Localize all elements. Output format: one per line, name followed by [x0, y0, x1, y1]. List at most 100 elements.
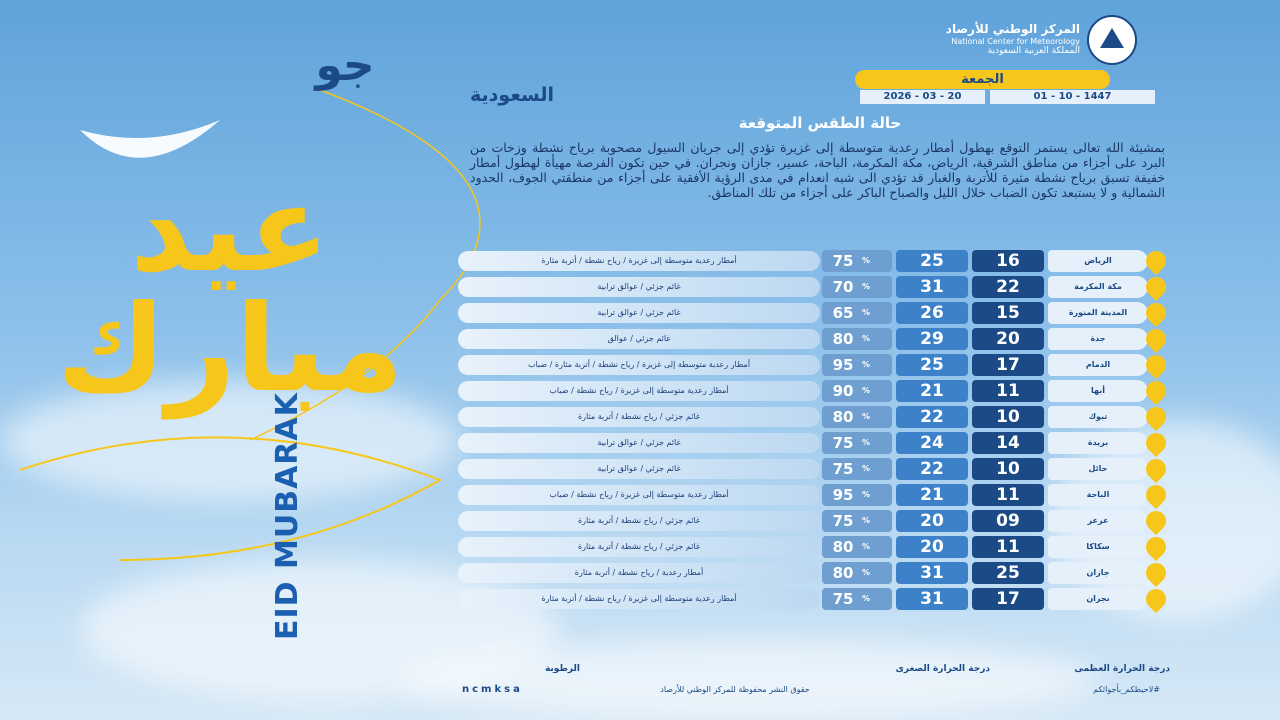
humidity-value: 75: [832, 460, 854, 478]
table-row: أمطار رعدية متوسطة إلى غزيرة / رياح نشطة…: [458, 480, 1171, 510]
location-pin: [1141, 324, 1171, 354]
max-temp: 25: [896, 354, 968, 376]
humidity-unit: %: [862, 594, 871, 603]
brand-sub: السعودية: [470, 84, 555, 106]
greeting-en: EID MUBARAK: [270, 392, 305, 640]
forecast-text: بمشيئة الله تعالى يستمر التوقع بهطول أمط…: [470, 140, 1165, 200]
humidity-unit: %: [862, 568, 871, 577]
min-temp: 10: [972, 458, 1044, 480]
max-temp: 29: [896, 328, 968, 350]
gregorian-date: 2026 - 03 - 20: [860, 90, 985, 104]
hijri-date: 01 - 10 - 1447: [990, 90, 1155, 104]
table-row: غائم جزئي / رياح نشطة / أتربة مثارة 80% 20…: [458, 532, 1171, 562]
city-name: سكاكا: [1048, 536, 1148, 558]
city-name: مكة المكرمة: [1048, 276, 1148, 298]
brand: جو: [315, 40, 375, 91]
humidity-cell: 80%: [822, 536, 892, 558]
humidity-cell: 75%: [822, 432, 892, 454]
humidity-unit: %: [862, 542, 871, 551]
min-temp: 11: [972, 380, 1044, 402]
city-name: بريدة: [1048, 432, 1148, 454]
humidity-value: 75: [832, 590, 854, 608]
max-temp: 21: [896, 484, 968, 506]
location-pin: [1141, 532, 1171, 562]
city-name: جازان: [1048, 562, 1148, 584]
weather-description: غائم جزئي / عوالق: [458, 329, 820, 349]
table-row: غائم جزئي / عوالق 80% 29 20 جدة: [458, 324, 1171, 354]
location-pin: [1141, 480, 1171, 510]
table-row: غائم جزئي / رياح نشطة / أتربة مثارة 80% 22…: [458, 402, 1171, 432]
min-temp: 11: [972, 484, 1044, 506]
humidity-cell: 80%: [822, 562, 892, 584]
country: المملكة العربية السعودية: [987, 46, 1080, 56]
org-en: National Center for Meteorology: [951, 37, 1080, 46]
city-name: نجران: [1048, 588, 1148, 610]
weather-description: أمطار رعدية / رياح نشطة / أتربة مثارة: [458, 563, 820, 583]
humidity-value: 90: [832, 382, 854, 400]
max-temp: 20: [896, 536, 968, 558]
legend-humidity: الرطوبة: [544, 664, 580, 674]
max-temp: 25: [896, 250, 968, 272]
table-row: أمطار رعدية / رياح نشطة / أتربة مثارة 80%…: [458, 558, 1171, 588]
humidity-value: 75: [832, 434, 854, 452]
weather-description: غائم جزئي / رياح نشطة / أتربة مثارة: [458, 511, 820, 531]
humidity-unit: %: [862, 308, 871, 317]
city-name: أبها: [1048, 380, 1148, 402]
legend-min: درجة الحرارة الصغرى: [895, 664, 990, 674]
legend-max: درجة الحرارة العظمى: [1074, 664, 1170, 674]
weather-description: أمطار رعدية متوسطة إلى غزيرة / رياح نشطة…: [458, 355, 820, 375]
humidity-unit: %: [862, 438, 871, 447]
min-temp: 16: [972, 250, 1044, 272]
footer-rights: حقوق النشر محفوظة للمركز الوطني للأرصاد: [660, 685, 810, 694]
city-name: جدة: [1048, 328, 1148, 350]
city-name: تبوك: [1048, 406, 1148, 428]
min-temp: 14: [972, 432, 1044, 454]
city-name: الباحة: [1048, 484, 1148, 506]
weather-description: غائم جزئي / عوالق ترابية: [458, 433, 820, 453]
max-temp: 31: [896, 276, 968, 298]
location-pin: [1141, 402, 1171, 432]
weather-description: غائم جزئي / عوالق ترابية: [458, 459, 820, 479]
min-temp: 11: [972, 536, 1044, 558]
location-pin: [1141, 376, 1171, 406]
table-row: أمطار رعدية متوسطة إلى غزيرة / رياح نشطة…: [458, 376, 1171, 406]
table-row: غائم جزئي / رياح نشطة / أتربة مثارة 75% 20…: [458, 506, 1171, 536]
city-name: الرياض: [1048, 250, 1148, 272]
min-temp: 10: [972, 406, 1044, 428]
humidity-cell: 75%: [822, 510, 892, 532]
location-pin: [1141, 298, 1171, 328]
humidity-value: 75: [832, 252, 854, 270]
table-row: غائم جزئي / عوالق ترابية 75% 24 14 بريدة: [458, 428, 1171, 458]
weather-description: أمطار رعدية متوسطة إلى غزيرة / رياح نشطة…: [458, 251, 820, 271]
weather-description: أمطار رعدية متوسطة إلى غزيرة / رياح نشطة…: [458, 589, 820, 609]
max-temp: 26: [896, 302, 968, 324]
max-temp: 21: [896, 380, 968, 402]
city-name: الدمام: [1048, 354, 1148, 376]
humidity-cell: 75%: [822, 588, 892, 610]
humidity-unit: %: [862, 464, 871, 473]
min-temp: 17: [972, 588, 1044, 610]
humidity-cell: 80%: [822, 328, 892, 350]
table-row: أمطار رعدية متوسطة إلى غزيرة / رياح نشطة…: [458, 350, 1171, 380]
table-row: غائم جزئي / عوالق ترابية 75% 22 10 حائل: [458, 454, 1171, 484]
location-pin: [1141, 454, 1171, 484]
min-temp: 22: [972, 276, 1044, 298]
humidity-unit: %: [862, 412, 871, 421]
min-temp: 15: [972, 302, 1044, 324]
max-temp: 24: [896, 432, 968, 454]
humidity-cell: 65%: [822, 302, 892, 324]
humidity-value: 95: [832, 356, 854, 374]
max-temp: 22: [896, 458, 968, 480]
humidity-value: 80: [832, 330, 854, 348]
humidity-value: 95: [832, 486, 854, 504]
org-ar: المركز الوطني للأرصاد: [945, 22, 1080, 36]
weather-description: غائم جزئي / عوالق ترابية: [458, 277, 820, 297]
humidity-unit: %: [862, 360, 871, 369]
location-pin: [1141, 428, 1171, 458]
table-row: أمطار رعدية متوسطة إلى غزيرة / رياح نشطة…: [458, 246, 1171, 276]
humidity-value: 80: [832, 538, 854, 556]
humidity-value: 80: [832, 408, 854, 426]
min-temp: 25: [972, 562, 1044, 584]
min-temp: 17: [972, 354, 1044, 376]
